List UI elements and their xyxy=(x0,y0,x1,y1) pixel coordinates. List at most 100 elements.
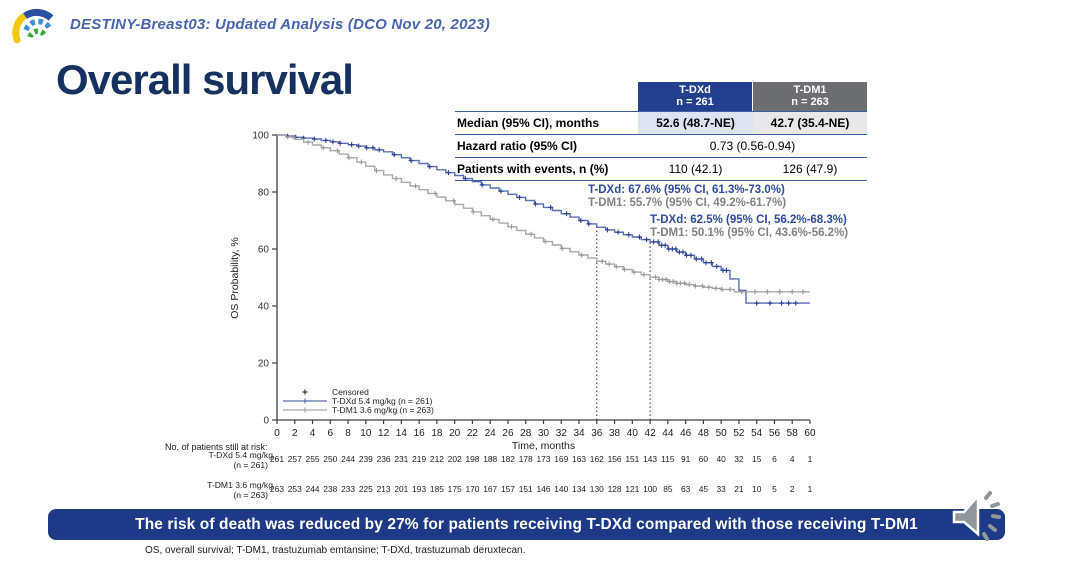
svg-text:175: 175 xyxy=(448,484,462,494)
tdm1-col-n: n = 263 xyxy=(791,96,829,108)
svg-text:257: 257 xyxy=(288,454,302,464)
page-title: Overall survival xyxy=(56,56,354,103)
svg-text:10: 10 xyxy=(752,484,762,494)
hazard-ratio-label: Hazard ratio (95% CI) xyxy=(457,139,578,153)
svg-text:198: 198 xyxy=(465,454,479,464)
svg-text:58: 58 xyxy=(787,428,799,439)
svg-text:32: 32 xyxy=(556,428,568,439)
median-tdm1-value: 42.7 (35.4-NE) xyxy=(753,112,867,134)
y-axis-label: OS Probability, % xyxy=(229,237,241,319)
svg-text:6: 6 xyxy=(772,454,777,464)
svg-text:4: 4 xyxy=(790,454,795,464)
svg-text:60: 60 xyxy=(804,428,816,439)
svg-text:T-DM1 3.6 mg/kg (n = 263): T-DM1 3.6 mg/kg (n = 263) xyxy=(332,405,434,415)
svg-text:0: 0 xyxy=(274,428,280,439)
svg-text:121: 121 xyxy=(625,484,639,494)
slide-header: DESTINY-Breast03: Updated Analysis (DCO … xyxy=(12,5,490,43)
svg-text:115: 115 xyxy=(661,454,675,464)
svg-text:44: 44 xyxy=(662,428,674,439)
stats-table-header-row: T-DXd n = 261 T-DM1 n = 263 xyxy=(455,82,867,111)
svg-text:151: 151 xyxy=(625,454,639,464)
svg-text:162: 162 xyxy=(590,454,604,464)
svg-text:253: 253 xyxy=(288,484,302,494)
svg-text:45: 45 xyxy=(699,484,709,494)
stats-row-events: Patients with events, n (%) 110 (42.1) 1… xyxy=(455,157,867,181)
svg-text:128: 128 xyxy=(608,484,622,494)
landmark-42mo-tdxd: T-DXd: 62.5% (95% CI, 56.2%-68.3%) xyxy=(650,214,847,226)
svg-text:24: 24 xyxy=(485,428,497,439)
svg-text:36: 36 xyxy=(591,428,603,439)
svg-text:2: 2 xyxy=(292,428,298,439)
deck-title: DESTINY-Breast03: Updated Analysis (DCO … xyxy=(70,15,490,33)
svg-text:157: 157 xyxy=(501,484,515,494)
svg-text:40: 40 xyxy=(258,302,270,313)
svg-text:146: 146 xyxy=(537,484,551,494)
svg-text:T-DXd 5.4 mg/kg: T-DXd 5.4 mg/kg xyxy=(209,450,274,460)
svg-text:60: 60 xyxy=(258,245,270,256)
stats-col-header-tdxd: T-DXd n = 261 xyxy=(638,82,752,111)
svg-text:5: 5 xyxy=(772,484,777,494)
svg-text:213: 213 xyxy=(377,484,391,494)
svg-text:201: 201 xyxy=(394,484,408,494)
events-tdm1-value: 126 (47.9) xyxy=(782,162,838,176)
abbreviations-footnote: OS, overall survival; T-DM1, trastuzumab… xyxy=(145,545,526,556)
svg-text:193: 193 xyxy=(412,484,426,494)
svg-text:42: 42 xyxy=(645,428,657,439)
svg-text:54: 54 xyxy=(751,428,763,439)
km-at-risk-table: No. of patients still at risk:T-DXd 5.4 … xyxy=(165,442,813,500)
tdxd-col-name: T-DXd xyxy=(679,84,711,96)
hazard-ratio-value: 0.73 (0.56-0.94) xyxy=(709,139,796,153)
tdxd-col-n: n = 261 xyxy=(676,96,714,108)
svg-text:219: 219 xyxy=(412,454,426,464)
svg-text:244: 244 xyxy=(341,454,355,464)
svg-text:8: 8 xyxy=(345,428,351,439)
svg-text:231: 231 xyxy=(394,454,408,464)
median-tdxd-value: 52.6 (48.7-NE) xyxy=(638,112,753,134)
svg-text:100: 100 xyxy=(643,484,657,494)
svg-text:30: 30 xyxy=(538,428,550,439)
svg-text:151: 151 xyxy=(519,484,533,494)
svg-text:170: 170 xyxy=(465,484,479,494)
svg-text:163: 163 xyxy=(572,454,586,464)
landmark-36mo-tdm1: T-DM1: 55.7% (95% CI, 49.2%-61.7%) xyxy=(588,197,787,209)
stats-corner-cell xyxy=(455,82,638,111)
svg-text:Censored: Censored xyxy=(332,387,369,397)
svg-text:182: 182 xyxy=(501,454,515,464)
svg-text:18: 18 xyxy=(431,428,443,439)
km-censor-marks-tdm1 xyxy=(290,134,806,295)
svg-text:80: 80 xyxy=(258,188,270,199)
svg-text:244: 244 xyxy=(306,484,320,494)
landmark-36mo-tdxd: T-DXd: 67.6% (95% CI, 61.3%-73.0%) xyxy=(588,184,785,196)
svg-text:(n = 261): (n = 261) xyxy=(233,460,268,470)
svg-text:14: 14 xyxy=(396,428,408,439)
svg-text:T-DXd 5.4 mg/kg (n = 261): T-DXd 5.4 mg/kg (n = 261) xyxy=(332,396,433,406)
svg-text:239: 239 xyxy=(359,454,373,464)
svg-text:212: 212 xyxy=(430,454,444,464)
audio-speaker-icon[interactable] xyxy=(948,490,1012,552)
svg-text:188: 188 xyxy=(483,454,497,464)
svg-text:16: 16 xyxy=(414,428,426,439)
svg-text:255: 255 xyxy=(306,454,320,464)
key-message-text: The risk of death was reduced by 27% for… xyxy=(135,515,918,533)
svg-text:233: 233 xyxy=(341,484,355,494)
landmark-42mo-tdm1: T-DM1: 50.1% (95% CI, 43.6%-56.2%) xyxy=(650,227,849,239)
key-message-banner: The risk of death was reduced by 27% for… xyxy=(48,509,1005,540)
stats-row-median: Median (95% CI), months 52.6 (48.7-NE) 4… xyxy=(455,111,867,134)
svg-text:40: 40 xyxy=(627,428,639,439)
svg-text:100: 100 xyxy=(252,131,269,142)
svg-text:46: 46 xyxy=(680,428,692,439)
stats-col-header-tdm1: T-DM1 n = 263 xyxy=(753,82,867,111)
svg-text:52: 52 xyxy=(733,428,745,439)
svg-text:85: 85 xyxy=(663,484,673,494)
svg-text:178: 178 xyxy=(519,454,533,464)
svg-text:(n = 263): (n = 263) xyxy=(233,490,268,500)
events-tdxd-value: 110 (42.1) xyxy=(668,162,723,176)
svg-text:56: 56 xyxy=(769,428,781,439)
svg-text:1: 1 xyxy=(808,484,813,494)
svg-text:169: 169 xyxy=(554,454,568,464)
svg-text:140: 140 xyxy=(554,484,568,494)
svg-text:34: 34 xyxy=(573,428,585,439)
svg-text:130: 130 xyxy=(590,484,604,494)
